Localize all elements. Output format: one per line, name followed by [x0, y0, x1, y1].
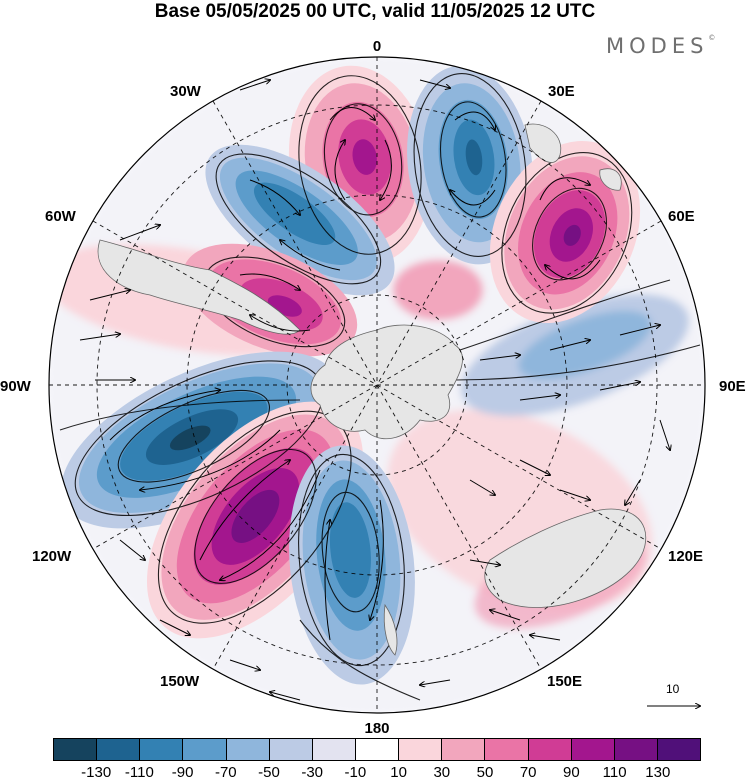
label-180: 180 [364, 720, 389, 735]
colorbar-swatch [657, 739, 701, 760]
brand-text: MODES [606, 34, 709, 58]
label-150w: 150W [160, 673, 200, 690]
colorbar-tick-label: -50 [258, 764, 280, 781]
colorbar-swatch [269, 739, 313, 760]
colorbar-swatch [183, 739, 227, 760]
colorbar-tick-label: 50 [476, 764, 494, 781]
map-boundary [48, 56, 706, 714]
colorbar-swatch [355, 739, 400, 760]
colorbar-swatch [54, 739, 98, 760]
colorbar-swatch [97, 739, 141, 760]
colorbar-tick-label: -10 [344, 764, 367, 781]
label-30e: 30E [548, 83, 575, 100]
reference-vector: 10 [647, 682, 700, 706]
indian-ocean-island [599, 168, 622, 191]
reference-vector-label: 10 [666, 682, 680, 696]
label-60w: 60W [45, 208, 77, 225]
antarctica [310, 324, 463, 439]
landmasses [97, 123, 647, 656]
colorbar-tick-label: 70 [519, 764, 537, 781]
colorbar-labels: -130 -110 -90 -70 -50 -30 -10 10 30 50 70 90 110 130 [53, 764, 701, 782]
colorbar-tick-label: -130 [81, 764, 112, 781]
colorbar-swatch [571, 739, 615, 760]
colorbar [53, 738, 701, 761]
colorbar-swatch [485, 739, 529, 760]
wind-vectors [79, 80, 670, 701]
anomaly-cells [61, 65, 641, 685]
label-0: 0 [373, 38, 381, 55]
colorbar-swatch [399, 739, 443, 760]
copyright-mark: © [708, 34, 716, 42]
colorbar-swatch [442, 739, 486, 760]
anomaly-pink-near-pole [393, 260, 483, 320]
south-america [97, 239, 301, 335]
new-zealand [383, 603, 398, 656]
colorbar-tick-label: 90 [563, 764, 580, 781]
label-120e: 120E [668, 548, 703, 565]
graticule [49, 57, 705, 713]
label-30w: 30W [170, 83, 202, 100]
polar-stereographic-map: 0 30E 60E 90E 120E 150E 180 150W 120W 90… [0, 38, 746, 735]
label-90e: 90E [719, 378, 746, 395]
colorbar-tick-label: 30 [433, 764, 451, 781]
label-90w: 90W [0, 378, 32, 395]
colorbar-tick-label: 130 [645, 764, 671, 781]
colorbar-swatch [140, 739, 184, 760]
label-150e: 150E [547, 673, 582, 690]
colorbar-swatch [226, 739, 270, 760]
colorbar-tick-label: -110 [124, 764, 154, 781]
colorbar-tick-label: 110 [602, 764, 627, 781]
label-60e: 60E [668, 208, 695, 225]
label-120w: 120W [32, 548, 72, 565]
australia [484, 508, 647, 608]
map-title: Base 05/05/2025 00 UTC, valid 11/05/2025… [154, 1, 596, 22]
anomaly-blue-90e-core [518, 310, 652, 380]
colorbar-tick-label: -70 [214, 764, 237, 781]
colorbar-swatch [528, 739, 572, 760]
colorbar-swatch [312, 739, 356, 760]
colorbar-tick-label: 10 [390, 764, 407, 781]
colorbar-swatch [614, 739, 658, 760]
colorbar-tick-label: -90 [171, 764, 194, 781]
colorbar-tick-label: -30 [301, 764, 324, 781]
modes-logo: MODES© [606, 34, 715, 58]
longitude-labels: 0 30E 60E 90E 120E 150E 180 150W 120W 90… [0, 38, 746, 735]
